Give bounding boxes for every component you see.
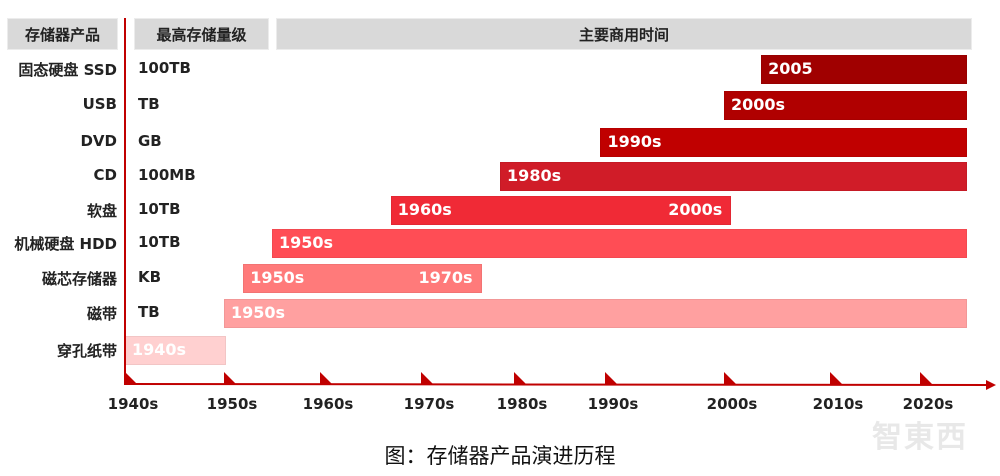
chart-title: 图：存储器产品演进历程 [384,444,616,468]
header-capacity: 最高存储量级 [134,18,269,50]
capacity-value: TB [138,95,160,113]
bar-label: 2000s [731,95,786,114]
bar-label: 1960s [397,200,452,219]
tick-marker [605,372,617,384]
tick-marker [920,372,932,384]
capacity-value: 100MB [138,166,196,184]
product-name: 穿孔纸带 [56,342,117,360]
timeline-bar: 2005 [761,55,967,84]
tick-marker [514,372,526,384]
product-name: CD [93,166,117,184]
capacity-value: 100TB [138,59,191,77]
timeline-bar: 1990s [600,128,967,157]
capacity-value: GB [138,132,162,150]
tick-marker [125,372,137,384]
bar-label: 1950s [250,268,305,287]
product-name: 磁带 [86,305,117,323]
timeline-bar: 1950s [224,299,967,328]
bar-label: 1980s [507,166,562,185]
bar-label: 1950s [231,303,286,322]
bar-label: 1950s [279,233,334,252]
header-time: 主要商用时间 [276,18,972,50]
timeline-bar: 1960s 2000s [390,196,732,225]
timeline-bar: 1980s [500,162,967,191]
bar-label: 1990s [607,132,662,151]
bar-label: 1940s [132,340,187,359]
timeline-bar: 1940s [125,336,226,365]
tick-label: 2010s [812,395,864,413]
timeline-bar: 1950s 1970s [243,264,482,293]
capacity-value: TB [138,303,160,321]
product-name: 磁芯存储器 [41,270,117,288]
timeline-bar: 1950s [272,229,967,258]
bar-label: 2005 [768,59,813,78]
axis-arrow [986,380,996,390]
watermark-logo: 智東西 [872,420,968,455]
product-name: DVD [80,132,117,150]
tick-label: 1990s [587,395,639,413]
capacity-value: KB [138,268,162,286]
bar-label: 2000s [668,200,723,219]
tick-marker [421,372,433,384]
tick-label: 1980s [496,395,548,413]
header-product: 存储器产品 [7,18,118,50]
horizontal-axis-line [123,383,989,386]
product-name: 软盘 [86,202,117,220]
capacity-value: 10TB [138,200,181,218]
capacity-value: 10TB [138,233,181,251]
product-name: 固态硬盘 SSD [18,61,117,79]
tick-marker [320,372,332,384]
tick-marker [224,372,236,384]
tick-marker [724,372,736,384]
timeline-bar: 2000s [724,91,967,120]
tick-label: 1960s [302,395,354,413]
product-name: USB [82,95,117,113]
tick-label: 1940s [107,395,159,413]
tick-label: 2020s [902,395,954,413]
tick-label: 2000s [706,395,758,413]
tick-label: 1950s [206,395,258,413]
product-name: 机械硬盘 HDD [14,235,117,253]
bar-label: 1970s [418,268,473,287]
tick-marker [830,372,842,384]
tick-label: 1970s [403,395,455,413]
